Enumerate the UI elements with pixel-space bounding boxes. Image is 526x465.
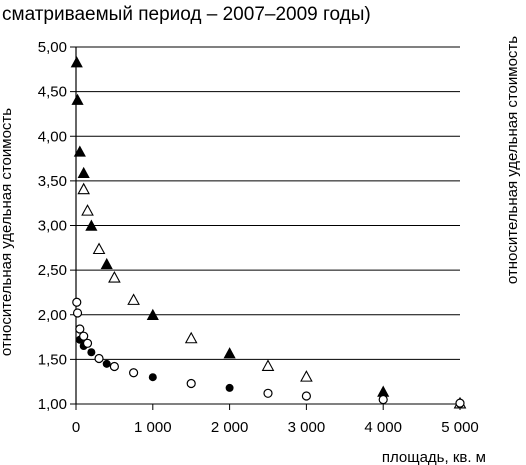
data-point-open-circle bbox=[301, 391, 311, 401]
x-tick-label: 4 000 bbox=[364, 419, 402, 436]
data-point-open-triangle bbox=[108, 271, 121, 283]
data-point-filled-triangle bbox=[77, 166, 90, 179]
data-point-open-circle bbox=[82, 338, 93, 348]
y-tick-label: 1,50 bbox=[38, 351, 67, 368]
data-point-filled-triangle bbox=[85, 219, 98, 231]
y-tick-label: 1,00 bbox=[38, 396, 67, 413]
data-point-open-circle bbox=[79, 331, 89, 341]
data-point-open-triangle bbox=[77, 182, 91, 195]
y-tick-label: 3,50 bbox=[38, 173, 67, 190]
x-tick-label: 5 000 bbox=[441, 419, 479, 436]
y-tick-labels: 1,00 1,50 2,00 2,50 3,00 3,50 4,00 4,50 5,00 bbox=[38, 39, 67, 413]
data-point-open-triangle bbox=[261, 359, 275, 371]
axes bbox=[70, 46, 461, 410]
y-tick-label: 2,00 bbox=[38, 307, 67, 324]
data-point-filled-triangle bbox=[146, 308, 159, 320]
data-point-filled-triangle bbox=[70, 56, 83, 68]
data-point-open-circle bbox=[75, 324, 85, 334]
data-point-open-circle bbox=[186, 378, 196, 389]
data-point-open-triangle bbox=[300, 370, 313, 382]
data-point-open-circle bbox=[263, 388, 273, 398]
data-point-open-triangle bbox=[127, 293, 140, 305]
y-axis-label: относительная удельная стоимость bbox=[0, 107, 15, 357]
data-point-open-circle bbox=[72, 297, 82, 307]
data-point-filled-circle bbox=[225, 383, 234, 392]
data-point-filled-triangle bbox=[377, 385, 390, 397]
data-point-filled-circle bbox=[102, 359, 111, 368]
y-tick-label: 3,00 bbox=[38, 218, 67, 235]
data-point-filled-triangle bbox=[100, 257, 113, 270]
data-point-open-circle bbox=[378, 394, 388, 405]
data-point-filled-triangle bbox=[71, 93, 84, 105]
x-tick-labels: 0 1 000 2 000 3 000 4 000 5 000 bbox=[72, 419, 479, 436]
data-point-filled-circle bbox=[148, 373, 157, 382]
data-point-open-circle bbox=[455, 398, 465, 408]
data-point-open-circle bbox=[129, 368, 139, 378]
y-tick-label: 4,50 bbox=[38, 84, 67, 101]
x-tick-label: 2 000 bbox=[211, 419, 249, 436]
x-axis-label: площадь, кв. м bbox=[382, 449, 486, 465]
data-point-open-circle bbox=[109, 361, 120, 372]
data-point-open-triangle bbox=[81, 204, 94, 216]
grid-lines bbox=[76, 46, 460, 405]
x-tick-label: 3 000 bbox=[288, 419, 326, 436]
x-tick-label: 1 000 bbox=[134, 419, 172, 436]
data-point-filled-triangle bbox=[73, 145, 86, 157]
y-tick-label: 4,00 bbox=[38, 128, 67, 145]
data-points bbox=[70, 56, 467, 409]
chart-title: сматриваемый период – 2007–2009 годы) bbox=[2, 4, 371, 25]
y-axis-label-right: относительная удельная стоимость bbox=[504, 35, 521, 285]
data-point-open-triangle bbox=[92, 242, 106, 255]
data-point-open-triangle bbox=[184, 331, 198, 344]
data-point-open-circle bbox=[94, 353, 104, 364]
data-point-open-circle bbox=[72, 308, 83, 318]
x-tick-label: 0 bbox=[72, 419, 80, 436]
y-tick-label: 5,00 bbox=[38, 39, 67, 56]
data-point-filled-triangle bbox=[223, 347, 236, 359]
data-point-filled-circle bbox=[87, 348, 96, 357]
y-tick-label: 2,50 bbox=[38, 262, 67, 279]
